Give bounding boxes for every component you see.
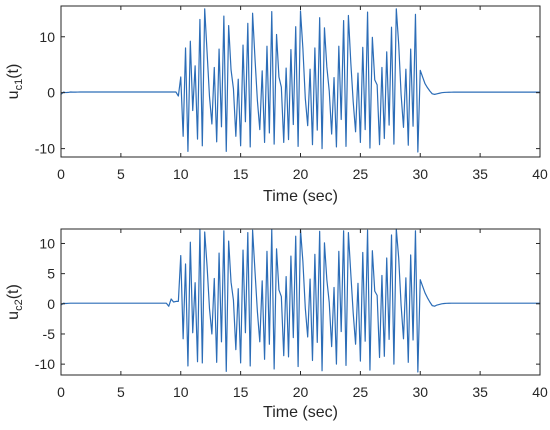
x-tick-label: 20	[293, 384, 309, 400]
y-axis-label-subscript: c1	[13, 79, 25, 91]
x-tick-label: 10	[173, 166, 189, 182]
y-axis-label-prefix: u	[5, 90, 22, 99]
x-tick-label: 15	[233, 384, 249, 400]
x-tick-label: 40	[532, 384, 548, 400]
y-tick-label: 5	[47, 266, 55, 282]
x-tick-label: 30	[412, 384, 428, 400]
y-axis-label-suffix: (t)	[5, 284, 22, 299]
y-tick-label: -5	[43, 326, 56, 342]
x-tick-label: 35	[472, 384, 488, 400]
x-tick-label: 20	[293, 166, 309, 182]
y-axis-label-subscript: c2	[13, 299, 25, 311]
y-axis-label: uc2(t)	[5, 284, 25, 320]
x-tick-label: 30	[412, 166, 428, 182]
chart-panel-2: 0 5 10 15 20 25 30 35 40 -10 -5 0 5 10 Time (sec) uc2(t…	[5, 228, 548, 421]
y-tick-label: 0	[47, 85, 55, 101]
signal-line	[60, 8, 541, 153]
x-tick-label: 0	[57, 166, 65, 182]
x-axis-label: Time (sec)	[263, 404, 338, 421]
x-tick-label: 40	[532, 166, 548, 182]
y-tick-label: 0	[47, 296, 55, 312]
x-tick-label: 25	[353, 166, 369, 182]
x-tick-label: 15	[233, 166, 249, 182]
x-tick-label: 35	[472, 166, 488, 182]
y-tick-label: -10	[35, 356, 55, 372]
y-axis-label: uc1(t)	[5, 64, 25, 100]
x-tick-label: 5	[117, 166, 125, 182]
y-axis-label-prefix: u	[5, 311, 22, 320]
y-tick-label: 10	[39, 235, 55, 251]
x-axis-label: Time (sec)	[263, 188, 338, 205]
y-tick-label: 10	[39, 29, 55, 45]
x-tick-label: 25	[353, 384, 369, 400]
y-tick-label: -10	[35, 141, 55, 157]
x-tick-label: 10	[173, 384, 189, 400]
x-tick-label: 0	[57, 384, 65, 400]
x-tick-label: 5	[117, 384, 125, 400]
y-axis-label-suffix: (t)	[5, 64, 22, 79]
